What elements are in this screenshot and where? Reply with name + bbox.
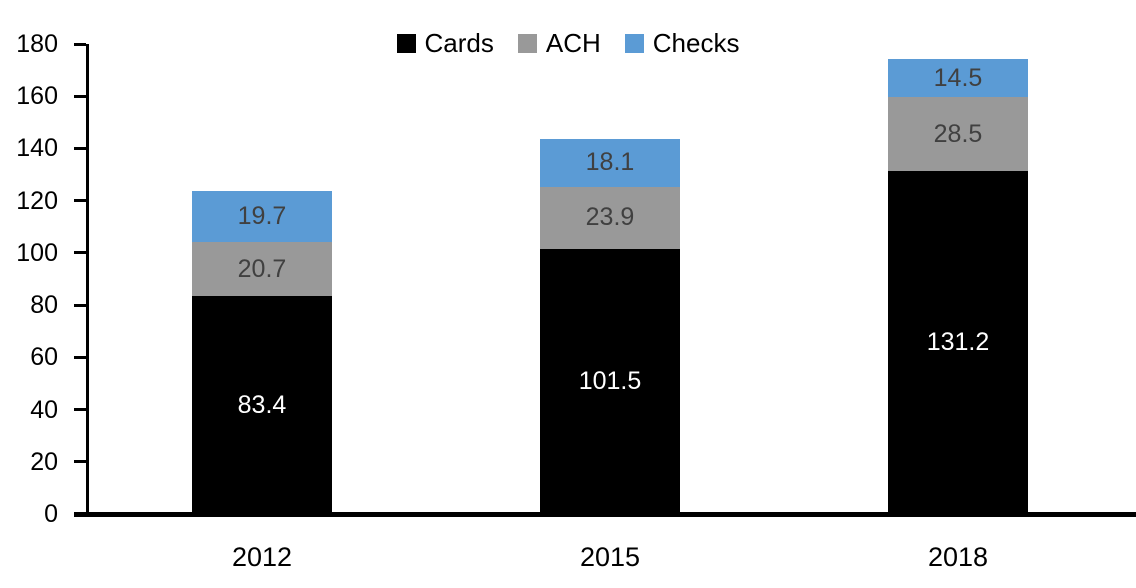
data-label-cards-2018: 131.2 <box>926 328 990 357</box>
y-axis-tick-label: 140 <box>16 134 58 163</box>
y-axis-tick <box>74 199 86 203</box>
y-axis-tick-label: 60 <box>30 343 58 372</box>
bar-segment-cards-2015: 101.5 <box>540 248 680 514</box>
data-label-checks-2015: 18.1 <box>585 148 635 177</box>
bar-segment-cards-2018: 131.2 <box>888 171 1028 514</box>
x-axis-line <box>74 512 1136 517</box>
y-axis-tick <box>74 94 86 98</box>
bar-segment-cards-2012: 83.4 <box>192 296 332 514</box>
y-axis-tick-label: 120 <box>16 186 58 215</box>
y-axis-tick-label: 40 <box>30 395 58 424</box>
data-label-ach-2015: 23.9 <box>585 203 635 232</box>
data-label-ach-2012: 20.7 <box>237 254 287 283</box>
legend-label-checks: Checks <box>652 28 740 58</box>
data-label-checks-2018: 14.5 <box>933 63 983 92</box>
y-axis-tick <box>74 42 86 46</box>
legend-swatch-ach <box>517 33 537 53</box>
y-axis-line <box>86 44 89 514</box>
legend-swatch-checks <box>624 33 644 53</box>
y-axis-tick-label: 180 <box>16 30 58 58</box>
y-axis-tick-label: 160 <box>16 82 58 111</box>
y-axis-tick-label: 100 <box>16 238 58 267</box>
y-axis-tick-label: 80 <box>30 291 58 320</box>
x-axis-label-2018: 2018 <box>927 542 989 572</box>
legend-item-cards: Cards <box>396 28 494 58</box>
data-label-cards-2015: 101.5 <box>578 366 642 395</box>
data-label-ach-2018: 28.5 <box>933 119 983 148</box>
bar-segment-checks-2015: 18.1 <box>540 139 680 187</box>
bar-segment-ach-2015: 23.9 <box>540 186 680 249</box>
y-axis-tick <box>74 460 86 464</box>
legend-swatch-cards <box>396 33 416 53</box>
x-axis-label-2015: 2015 <box>579 542 641 572</box>
y-axis-tick-label: 20 <box>30 447 58 476</box>
y-axis-tick <box>74 408 86 412</box>
bar-segment-checks-2012: 19.7 <box>192 190 332 243</box>
y-axis-tick <box>74 355 86 359</box>
y-axis-tick <box>74 303 86 307</box>
data-label-checks-2012: 19.7 <box>237 201 287 230</box>
bar-segment-ach-2012: 20.7 <box>192 242 332 297</box>
x-axis-label-2012: 2012 <box>231 542 293 572</box>
legend-label-ach: ACH <box>545 28 601 58</box>
bar-segment-checks-2018: 14.5 <box>888 59 1028 97</box>
y-axis-tick-label: 0 <box>44 500 58 528</box>
data-label-cards-2012: 83.4 <box>237 390 287 419</box>
y-axis-tick <box>74 512 86 516</box>
legend: Cards ACH Checks <box>0 30 1136 56</box>
y-axis-tick <box>74 251 86 255</box>
legend-item-checks: Checks <box>624 28 740 58</box>
y-axis-tick <box>74 146 86 150</box>
legend-item-ach: ACH <box>517 28 601 58</box>
bar-segment-ach-2018: 28.5 <box>888 97 1028 172</box>
legend-label-cards: Cards <box>424 28 494 58</box>
